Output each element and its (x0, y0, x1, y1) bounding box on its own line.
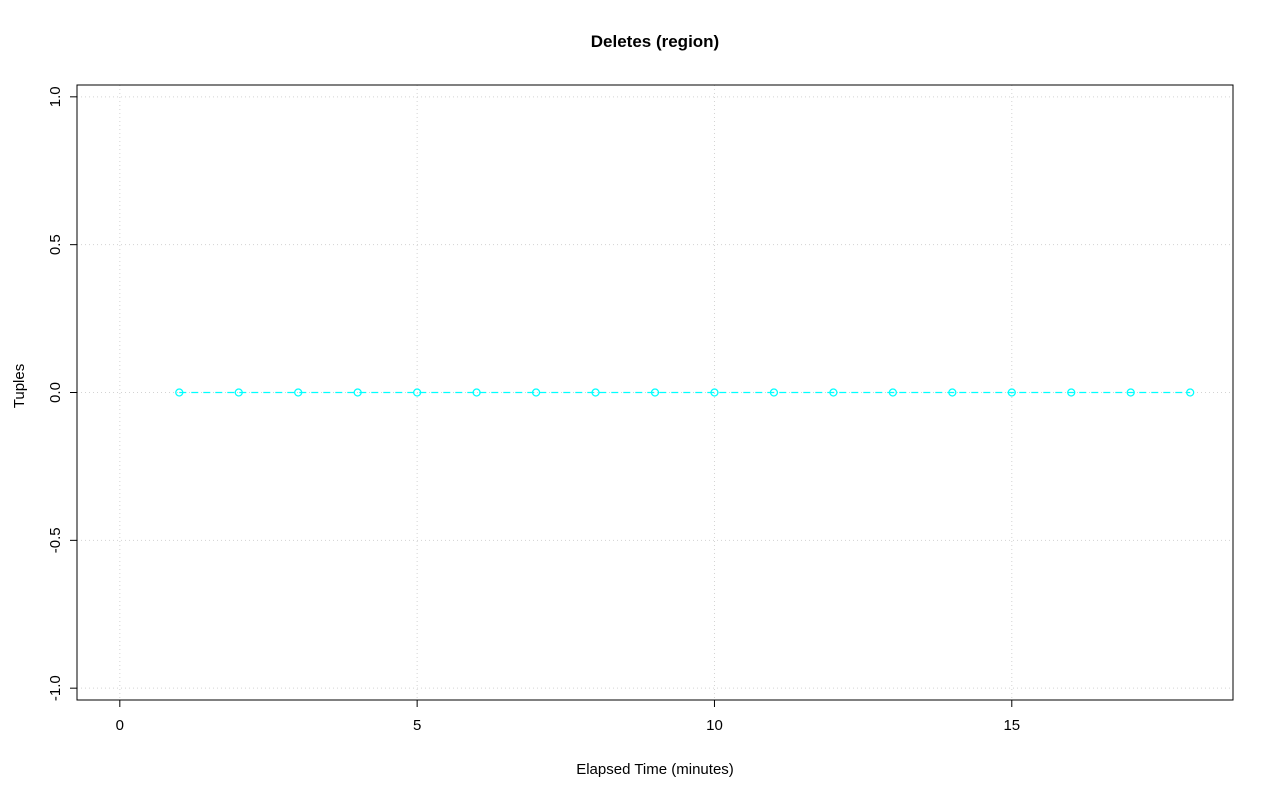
x-axis-tick-label: 10 (706, 717, 723, 734)
data-point (710, 388, 719, 397)
data-point (234, 388, 243, 397)
data-point (948, 388, 957, 397)
data-point (175, 388, 184, 397)
data-point (531, 388, 541, 397)
y-axis-label: Tuples (11, 363, 28, 409)
data-point (1186, 388, 1195, 397)
y-axis-tick-label: 1.0 (47, 86, 64, 107)
data-point (888, 388, 898, 397)
data-point (294, 388, 303, 397)
data-point (1007, 388, 1016, 397)
y-axis-tick-label: -0.5 (47, 527, 64, 553)
data-point (650, 388, 660, 397)
x-axis-tick-label: 5 (413, 717, 421, 734)
data-point (769, 388, 779, 397)
x-axis-tick-label: 15 (1003, 717, 1020, 734)
data-point (1067, 388, 1076, 397)
y-axis-tick-label: 0.5 (47, 234, 64, 255)
data-point (472, 388, 481, 397)
data-point (829, 388, 838, 397)
y-axis-tick-label: -1.0 (47, 675, 64, 701)
data-point (412, 388, 422, 397)
x-axis-tick-label: 0 (116, 717, 124, 734)
chart-title: Deletes (region) (590, 32, 720, 51)
x-axis-label: Elapsed Time (minutes) (576, 761, 734, 778)
data-point (353, 388, 362, 397)
y-axis-tick-label: 0.0 (47, 382, 64, 403)
data-point (1126, 388, 1135, 397)
data-point (591, 388, 600, 397)
